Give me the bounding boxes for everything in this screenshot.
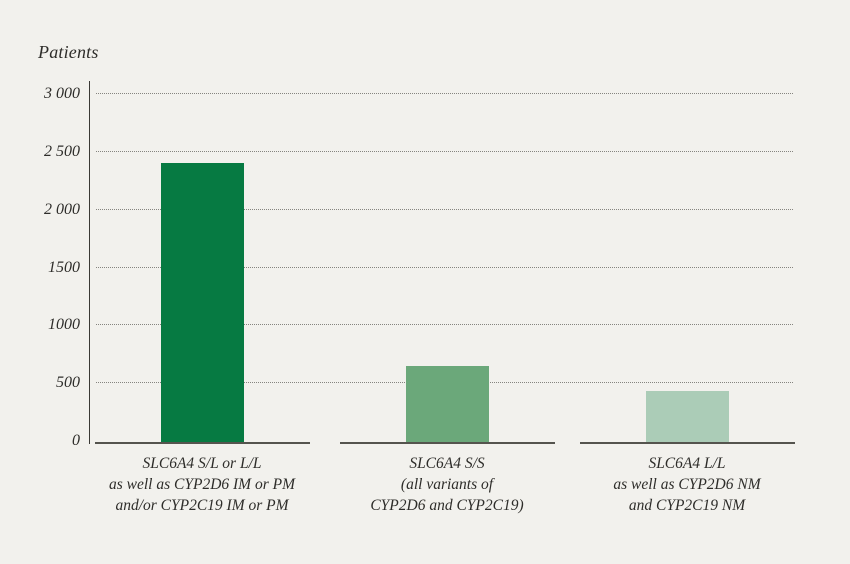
x-category-label-line: as well as CYP2D6 IM or PM [109, 476, 295, 493]
y-tick-label: 2 500 [44, 142, 80, 160]
grid-line [96, 150, 793, 152]
bar [160, 163, 244, 442]
y-tick-label: 500 [56, 374, 80, 392]
y-axis-line [89, 81, 90, 444]
x-axis-baseline [339, 442, 555, 444]
x-category-label-line: SLC6A4 L/L [648, 455, 726, 472]
bar [645, 391, 729, 442]
x-category-label-line: and CYP2C19 NM [628, 497, 746, 514]
y-tick-label: 1000 [48, 316, 80, 334]
x-axis-baseline [579, 442, 795, 444]
y-axis-title: Patients [38, 42, 99, 62]
x-category-label-line: (all variants of [400, 476, 494, 493]
y-tick-label: 0 [72, 432, 80, 449]
x-category-label-line: SLC6A4 S/L or L/L [142, 455, 262, 472]
x-category-label: SLC6A4 S/S (all variants of CYP2D6 and CYP… [322, 453, 572, 516]
y-tick-label: 3 000 [44, 85, 80, 102]
grid-line [96, 324, 793, 326]
x-category-label-line: as well as CYP2D6 NM [613, 476, 761, 493]
y-tick-label: 2 000 [44, 200, 80, 218]
grid-line [96, 266, 793, 268]
x-category-label-line: SLC6A4 S/S [409, 455, 485, 472]
grid-line [96, 93, 793, 94]
grid-line [96, 208, 793, 210]
x-axis-baseline [94, 442, 310, 444]
x-category-label: SLC6A4 L/L as well as CYP2D6 NM and CYP2C1… [562, 453, 812, 516]
x-category-label: SLC6A4 S/L or L/L as well as CYP2D6 IM or… [77, 453, 327, 516]
y-tick-label: 1500 [48, 258, 80, 276]
x-category-label-line: and/or CYP2C19 IM or PM [115, 497, 289, 514]
x-category-label-line: CYP2D6 and CYP2C19) [370, 497, 524, 514]
bar [405, 365, 489, 442]
